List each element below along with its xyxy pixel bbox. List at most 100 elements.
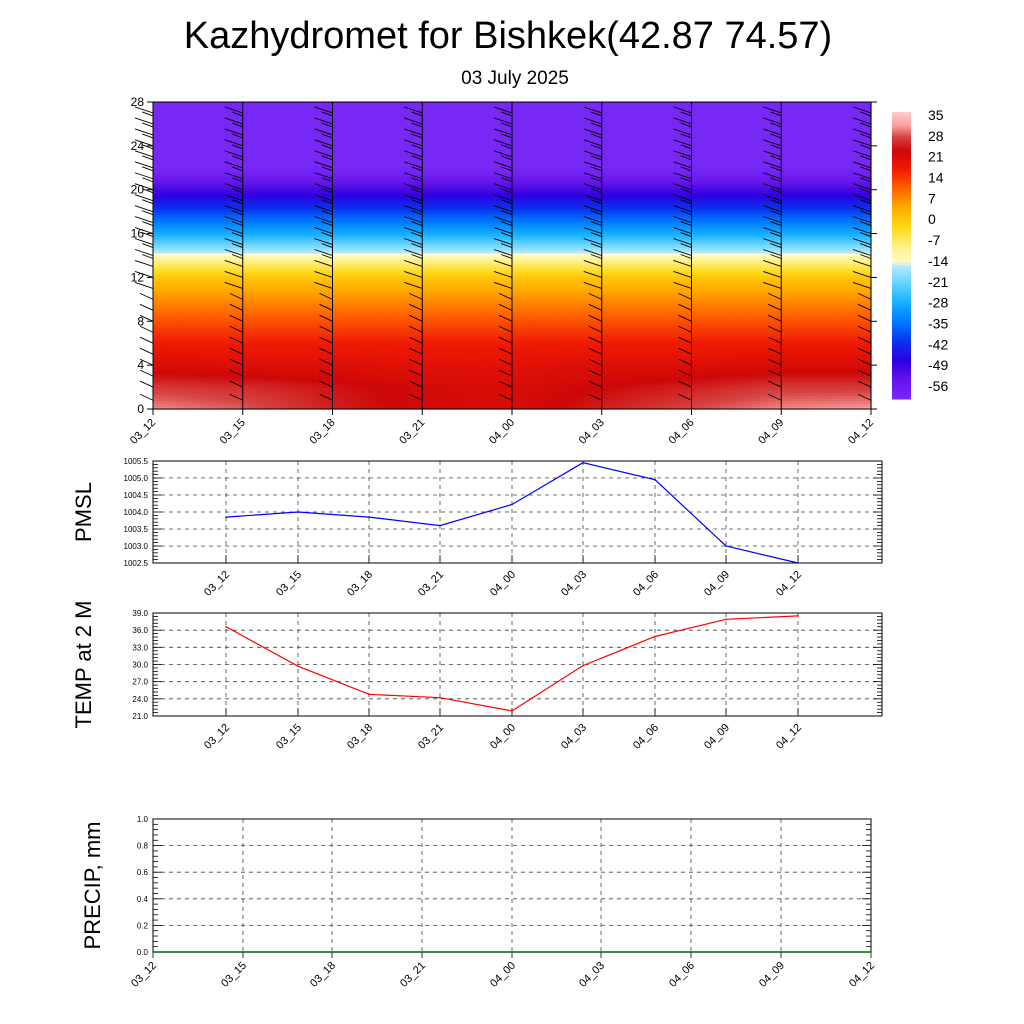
heatmap-cell bbox=[392, 403, 401, 407]
heatmap-cell bbox=[208, 315, 218, 320]
heatmap-cell bbox=[320, 266, 330, 270]
heatmap-cell bbox=[280, 293, 290, 298]
heatmap-cell bbox=[256, 318, 266, 322]
heatmap-cell bbox=[192, 148, 202, 152]
heatmap-cell bbox=[488, 329, 497, 333]
heatmap-cell bbox=[392, 269, 401, 273]
heatmap-cell bbox=[480, 274, 489, 279]
heatmap-cell bbox=[176, 189, 186, 194]
heatmap-cell bbox=[392, 247, 401, 251]
heatmap-cell bbox=[184, 170, 194, 174]
heatmap-cell bbox=[464, 367, 473, 372]
heatmap-cell bbox=[192, 269, 202, 273]
heatmap-cell bbox=[408, 184, 417, 188]
heatmap-cell bbox=[352, 313, 362, 317]
heatmap-cell bbox=[256, 351, 266, 355]
heatmap-cell bbox=[416, 271, 425, 276]
heatmap-cell bbox=[232, 162, 242, 166]
heatmap-cell bbox=[392, 156, 401, 161]
heatmap-cell bbox=[160, 307, 170, 311]
heatmap-cell bbox=[464, 310, 473, 314]
heatmap-cell bbox=[464, 280, 473, 284]
heatmap-cell bbox=[344, 376, 354, 380]
heatmap-cell bbox=[392, 351, 401, 355]
heatmap-cell bbox=[440, 200, 449, 205]
heatmap-cell bbox=[248, 211, 258, 215]
heatmap-cell bbox=[392, 206, 401, 210]
heatmap-cell bbox=[448, 159, 457, 163]
heatmap-cell bbox=[392, 277, 401, 281]
heatmap-cell bbox=[304, 260, 314, 265]
heatmap-cell bbox=[360, 134, 369, 139]
heatmap-cell bbox=[368, 132, 377, 136]
heatmap-cell bbox=[360, 384, 369, 388]
heatmap-cell bbox=[440, 384, 449, 388]
heatmap-cell bbox=[248, 206, 258, 210]
heatmap-cell bbox=[320, 159, 330, 163]
heatmap-cell bbox=[368, 340, 377, 344]
heatmap-cell bbox=[312, 134, 322, 139]
heatmap-cell bbox=[392, 329, 401, 333]
heatmap-cell bbox=[224, 137, 234, 141]
heatmap-cell bbox=[472, 140, 481, 144]
heatmap-cell bbox=[304, 282, 314, 287]
heatmap-cell bbox=[448, 195, 457, 199]
heatmap-cell bbox=[200, 247, 210, 251]
heatmap-cell bbox=[368, 406, 377, 410]
heatmap-cell bbox=[240, 154, 250, 158]
heatmap-cell bbox=[392, 282, 401, 287]
heatmap-cell bbox=[200, 154, 210, 158]
heatmap-cell bbox=[256, 288, 266, 292]
heatmap-cell bbox=[200, 148, 210, 152]
heatmap-cell bbox=[472, 200, 481, 205]
heatmap-cell bbox=[256, 225, 266, 229]
heatmap-cell bbox=[184, 337, 194, 342]
heatmap-cell bbox=[176, 107, 186, 111]
heatmap-cell bbox=[488, 389, 497, 394]
heatmap-cell bbox=[368, 403, 377, 407]
heatmap-cell bbox=[384, 228, 393, 232]
heatmap-cell bbox=[224, 189, 234, 194]
heatmap-cell bbox=[320, 387, 330, 391]
heatmap-cell bbox=[232, 370, 242, 374]
heatmap-cell bbox=[336, 348, 346, 353]
heatmap-cell bbox=[432, 244, 441, 248]
heatmap-cell bbox=[304, 326, 314, 331]
heatmap-cell bbox=[240, 296, 250, 300]
heatmap-cell bbox=[320, 356, 330, 361]
heatmap-cell bbox=[480, 356, 489, 361]
heatmap-cell bbox=[168, 271, 178, 276]
heatmap-cell bbox=[376, 151, 385, 155]
heatmap-cell bbox=[400, 288, 409, 292]
heatmap-cell bbox=[504, 299, 513, 303]
heatmap-cell bbox=[216, 384, 226, 388]
heatmap-cell bbox=[392, 165, 401, 169]
heatmap-cell bbox=[272, 239, 282, 243]
heatmap-cell bbox=[368, 173, 377, 177]
heatmap-cell bbox=[424, 173, 433, 177]
heatmap-cell bbox=[400, 315, 409, 320]
heatmap-cell bbox=[208, 151, 218, 155]
heatmap-cell bbox=[320, 162, 330, 166]
heatmap-cell bbox=[160, 143, 170, 147]
heatmap-cell bbox=[320, 176, 330, 180]
heatmap-cell bbox=[448, 107, 457, 111]
heatmap-cell bbox=[200, 228, 210, 232]
heatmap-cell bbox=[376, 403, 385, 407]
heatmap-cell bbox=[344, 381, 354, 385]
heatmap-cell bbox=[200, 362, 210, 366]
heatmap-cell bbox=[368, 184, 377, 188]
heatmap-cell bbox=[208, 219, 218, 224]
heatmap-cell bbox=[360, 104, 369, 109]
heatmap-cell bbox=[216, 219, 226, 224]
heatmap-cell bbox=[296, 277, 306, 281]
heatmap-cell bbox=[456, 134, 465, 139]
heatmap-cell bbox=[232, 337, 242, 342]
heatmap-cell bbox=[208, 291, 218, 295]
heatmap-cell bbox=[416, 260, 425, 265]
heatmap-cell bbox=[240, 129, 250, 133]
heatmap-cell bbox=[320, 107, 330, 111]
heatmap-cell bbox=[288, 381, 298, 385]
heatmap-cell bbox=[320, 403, 330, 407]
heatmap-cell bbox=[168, 384, 178, 388]
